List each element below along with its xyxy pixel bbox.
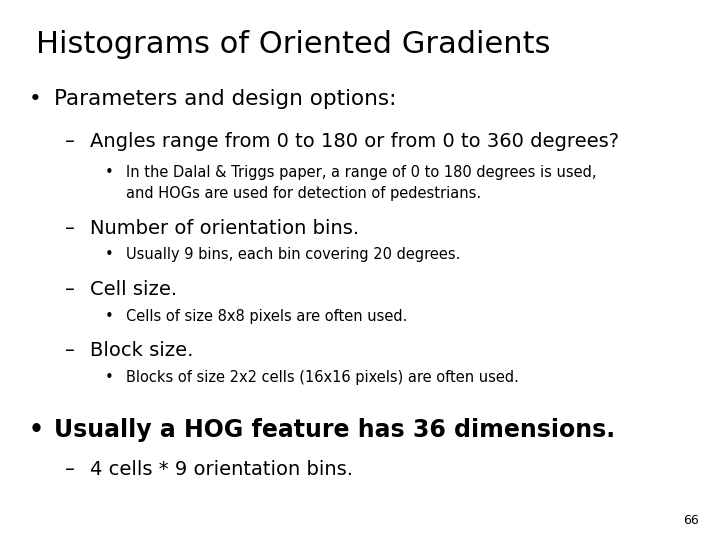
Text: Histograms of Oriented Gradients: Histograms of Oriented Gradients (36, 30, 551, 59)
Text: •: • (29, 418, 44, 442)
Text: In the Dalal & Triggs paper, a range of 0 to 180 degrees is used,: In the Dalal & Triggs paper, a range of … (126, 165, 596, 180)
Text: Blocks of size 2x2 cells (16x16 pixels) are often used.: Blocks of size 2x2 cells (16x16 pixels) … (126, 370, 519, 385)
Text: •: • (104, 370, 113, 385)
Text: 4 cells * 9 orientation bins.: 4 cells * 9 orientation bins. (90, 460, 353, 479)
Text: Usually a HOG feature has 36 dimensions.: Usually a HOG feature has 36 dimensions. (54, 418, 615, 442)
Text: •: • (104, 165, 113, 180)
Text: •: • (104, 309, 113, 324)
Text: Angles range from 0 to 180 or from 0 to 360 degrees?: Angles range from 0 to 180 or from 0 to … (90, 132, 619, 151)
Text: –: – (65, 132, 75, 151)
Text: •: • (29, 89, 42, 109)
Text: •: • (104, 247, 113, 262)
Text: –: – (65, 219, 75, 238)
Text: Parameters and design options:: Parameters and design options: (54, 89, 397, 109)
Text: and HOGs are used for detection of pedestrians.: and HOGs are used for detection of pedes… (126, 186, 481, 201)
Text: –: – (65, 460, 75, 479)
Text: –: – (65, 341, 75, 360)
Text: 66: 66 (683, 514, 698, 526)
Text: Cell size.: Cell size. (90, 280, 177, 299)
Text: Usually 9 bins, each bin covering 20 degrees.: Usually 9 bins, each bin covering 20 deg… (126, 247, 460, 262)
Text: Number of orientation bins.: Number of orientation bins. (90, 219, 359, 238)
Text: –: – (65, 280, 75, 299)
Text: Block size.: Block size. (90, 341, 194, 360)
Text: Cells of size 8x8 pixels are often used.: Cells of size 8x8 pixels are often used. (126, 309, 408, 324)
